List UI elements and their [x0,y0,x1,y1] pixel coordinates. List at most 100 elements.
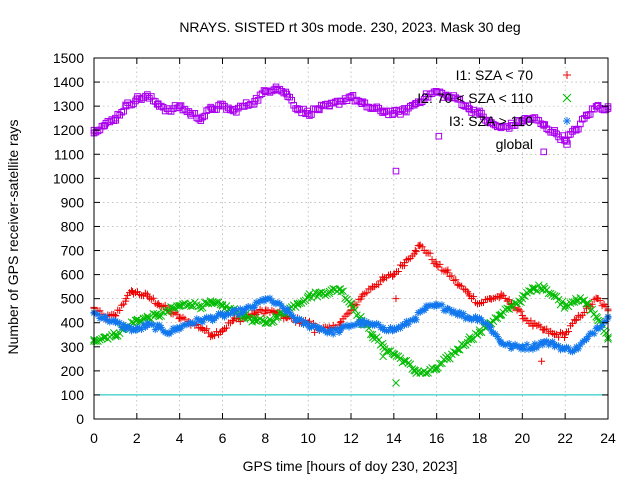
data-sample [400,262,408,270]
data-sample [179,300,187,308]
data-point [411,247,419,255]
data-sample [444,305,452,313]
data-sample [280,89,288,97]
data-sample [564,344,572,352]
data-sample [472,313,480,321]
data-sample [205,329,213,337]
y-tick-label: 300 [61,339,85,355]
data-sample [316,106,323,114]
data-sample [191,319,199,327]
data-sample [515,297,523,306]
outlier-point [392,379,400,387]
data-sample [335,328,343,336]
data-sample [474,108,481,116]
data-sample [282,88,290,96]
data-sample [580,115,588,122]
data-sample [220,313,228,321]
data-sample [169,303,177,312]
legend-marker [563,140,571,148]
data-sample [580,308,588,316]
data-sample [588,329,596,337]
data-sample [517,298,525,307]
data-sample [157,323,165,331]
x-tick-label: 14 [386,430,402,446]
data-sample [177,324,185,332]
data-sample [529,283,537,292]
data-sample [345,323,353,331]
series-i1-sza-70 [90,241,612,365]
data-sample [268,318,276,327]
data-sample [493,333,501,341]
axis-ticks: 0 2 4 6 8 10 12 14 16 18 20 22 240100200300400500600… [53,50,616,446]
data-sample [211,332,219,340]
data-sample [562,343,570,351]
data-sample [286,309,294,317]
data-sample [197,117,205,124]
data-sample [270,299,278,307]
data-sample [527,287,535,296]
data-sample [541,121,549,128]
data-sample [505,305,514,314]
data-sample [454,311,462,319]
data-sample [120,107,127,115]
data-sample [390,350,399,359]
data-sample [341,322,349,330]
data-sample [96,335,104,344]
data-sample [375,320,383,328]
data-sample [246,303,254,311]
data-sample [306,112,313,119]
data-sample [266,294,274,302]
data-sample [473,331,482,339]
data-sample [430,365,438,374]
data-sample [359,98,367,106]
x-tick-label: 22 [557,430,573,446]
data-sample [224,310,232,318]
data-sample [102,119,110,127]
data-sample [219,310,226,318]
data-sample [400,321,408,329]
data-sample [529,345,537,353]
data-sample [402,317,410,325]
data-point [250,316,259,325]
x-tick-label: 0 [90,430,98,446]
legend-label: global [496,136,533,152]
data-sample [424,94,432,101]
data-sample [450,92,458,99]
data-sample [531,340,539,348]
data-sample [377,277,385,285]
data-sample [290,313,298,321]
data-sample [561,334,569,342]
data-sample [327,326,335,334]
data-sample [450,307,458,315]
data-sample [495,311,504,320]
data-sample [149,321,157,329]
data-sample [499,340,507,348]
data-sample [452,276,460,284]
data-sample [394,268,402,276]
data-sample [428,302,436,310]
data-sample [126,323,134,331]
y-tick-label: 900 [61,194,85,210]
data-sample [234,311,242,319]
data-sample [196,304,205,313]
data-sample [284,305,292,313]
data-sample [525,345,533,353]
data-sample [570,346,578,354]
y-tick-label: 1400 [53,74,84,90]
data-sample [92,310,100,318]
data-sample [527,344,535,352]
data-point [304,321,312,329]
data-sample [238,309,246,317]
data-sample [207,313,215,321]
data-sample [459,341,468,350]
data-sample [120,321,128,329]
y-tick-label: 400 [61,315,85,331]
data-sample [543,125,551,133]
data-sample [333,325,341,333]
data-sample [92,128,100,136]
data-sample [94,127,102,135]
grid [94,58,608,419]
data-sample [151,310,160,319]
data-sample [203,325,211,333]
data-sample [481,319,489,327]
